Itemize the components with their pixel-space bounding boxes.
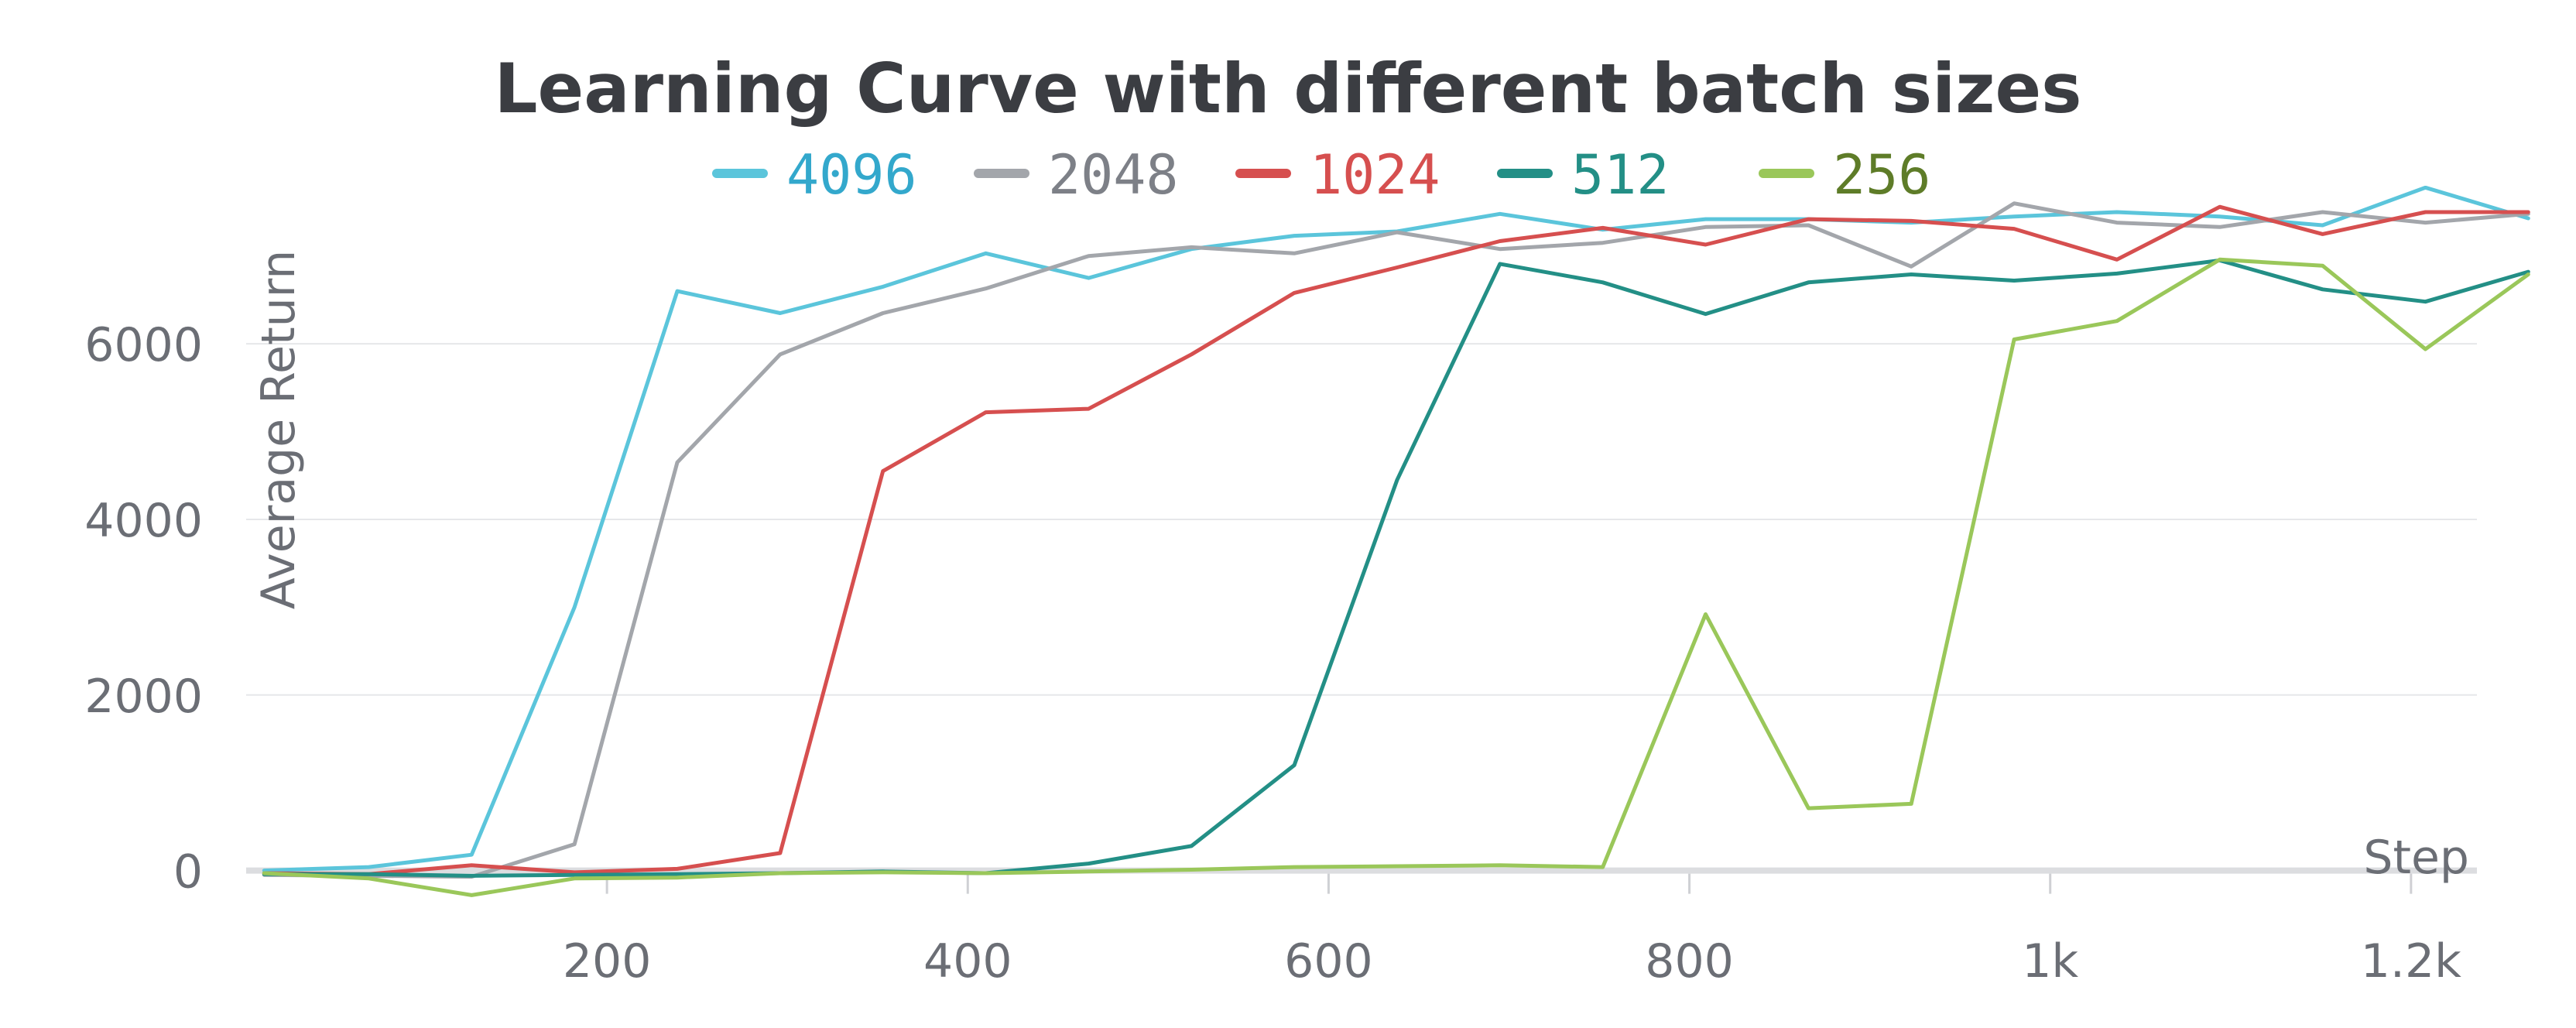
y-tick-label-2: 4000 xyxy=(84,494,203,548)
y-tick-label-3: 6000 xyxy=(84,318,203,372)
legend-label-2048: 2048 xyxy=(1048,143,1179,207)
x-tick-label-0: 200 xyxy=(563,934,652,989)
x-tick-label-3: 800 xyxy=(1645,934,1734,989)
y-axis-label: Average Return xyxy=(252,250,306,610)
series-lines xyxy=(262,186,2530,897)
legend-swatch-512 xyxy=(1497,169,1553,178)
x-tick-label-4: 1k xyxy=(2022,934,2078,989)
legend-label-1024: 1024 xyxy=(1310,143,1440,207)
chart-title: Learning Curve with different batch size… xyxy=(494,49,2081,128)
legend-swatch-256 xyxy=(1759,169,1814,178)
y-axis: 0 2000 4000 6000 xyxy=(84,318,203,899)
series-line-2048 xyxy=(262,201,2530,879)
x-axis: 200 400 600 800 1k 1.2k xyxy=(246,867,2477,989)
x-tick-label-2: 600 xyxy=(1284,934,1373,989)
legend-label-256: 256 xyxy=(1833,143,1930,207)
series-line-512 xyxy=(262,258,2530,878)
series-line-4096 xyxy=(262,186,2530,873)
x-axis-label: Step xyxy=(2363,831,2469,885)
y-tick-label-0: 0 xyxy=(173,845,203,900)
legend-swatch-1024 xyxy=(1235,169,1291,178)
y-tick-label-1: 2000 xyxy=(84,670,203,724)
series-line-256 xyxy=(262,257,2530,897)
legend-label-4096: 4096 xyxy=(786,143,917,207)
x-tick-label-5: 1.2k xyxy=(2361,934,2461,989)
series-line-1024 xyxy=(262,204,2530,876)
legend: 4096 2048 1024 512 256 xyxy=(712,143,1930,207)
legend-swatch-4096 xyxy=(712,169,768,178)
legend-label-512: 512 xyxy=(1571,143,1669,207)
legend-swatch-2048 xyxy=(974,169,1029,178)
grid xyxy=(246,343,2477,696)
x-tick-label-1: 400 xyxy=(923,934,1012,989)
